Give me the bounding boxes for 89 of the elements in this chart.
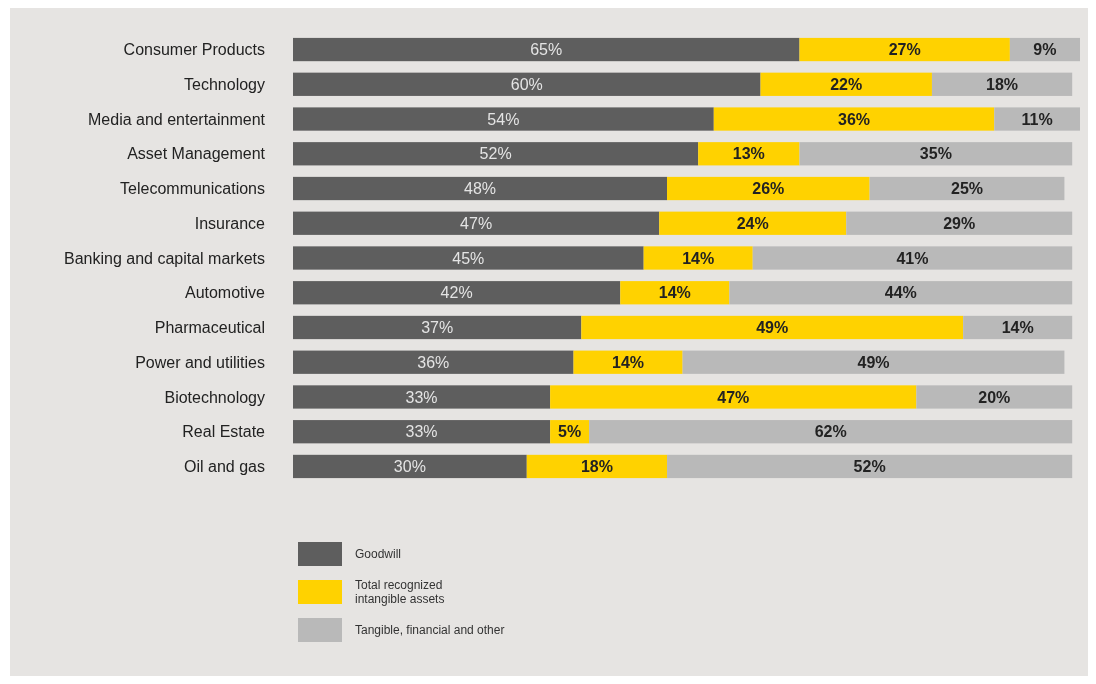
bar <box>526 454 668 479</box>
data-label: 41% <box>896 249 929 267</box>
legend-label: Total recognized intangible assets <box>355 578 445 606</box>
legend-label: Tangible, financial and other <box>355 623 505 638</box>
bar <box>293 281 621 305</box>
bar <box>659 211 847 235</box>
bar <box>667 176 870 201</box>
bar <box>729 281 1073 305</box>
bar <box>293 350 574 374</box>
data-label: 30% <box>393 458 426 476</box>
data-label: 49% <box>857 353 890 371</box>
bar <box>994 107 1080 131</box>
data-label: 24% <box>736 214 769 232</box>
data-label: 35% <box>919 145 952 163</box>
bar <box>799 37 1010 62</box>
y-tick-label: Oil and gas <box>184 458 265 476</box>
data-label: 52% <box>853 458 886 476</box>
y-tick-label: Biotechnology <box>164 388 265 406</box>
data-label: 9% <box>1033 41 1057 59</box>
data-label: 25% <box>951 180 984 198</box>
y-tick-label: Pharmaceutical <box>154 319 265 337</box>
data-label: 47% <box>460 214 493 232</box>
y-tick-label: Real Estate <box>182 423 266 441</box>
bar <box>293 246 644 270</box>
data-label: 11% <box>1021 110 1053 128</box>
data-label: 18% <box>580 458 613 476</box>
data-label: 18% <box>986 75 1019 93</box>
data-label: 5% <box>558 423 582 441</box>
bar <box>799 142 1073 166</box>
y-tick-label: Power and utilities <box>135 353 265 371</box>
bar <box>293 107 714 131</box>
y-tick-label: Consumer Products <box>123 41 265 59</box>
bar <box>682 350 1065 374</box>
data-label: 14% <box>612 353 645 371</box>
bar <box>667 454 1073 479</box>
data-label: 48% <box>463 180 497 198</box>
data-label: 52% <box>479 145 512 163</box>
bar <box>293 454 527 479</box>
bar <box>931 72 1073 96</box>
bar <box>293 72 761 96</box>
data-label: 49% <box>756 319 789 337</box>
data-label: 29% <box>943 214 976 232</box>
data-label: 37% <box>421 319 454 337</box>
data-label: 36% <box>838 110 871 128</box>
bar <box>293 420 551 444</box>
data-label: 60% <box>510 75 543 93</box>
legend-label: Goodwill <box>355 547 402 562</box>
data-label: 33% <box>405 423 438 441</box>
data-label: 47% <box>717 388 750 406</box>
bar <box>293 142 699 166</box>
y-tick-label: Insurance <box>194 214 266 232</box>
bar <box>293 176 668 201</box>
bar <box>573 350 683 374</box>
y-tick-label: Asset Management <box>127 145 266 163</box>
data-label: 62% <box>814 423 847 441</box>
bar <box>293 315 582 340</box>
data-label: 65% <box>530 41 563 59</box>
y-tick-label: Banking and capital markets <box>64 249 265 267</box>
bar <box>643 246 753 270</box>
data-label: 42% <box>440 284 473 302</box>
y-tick-label: Telecommunications <box>120 180 265 198</box>
data-label: 27% <box>888 41 921 59</box>
data-label: 44% <box>884 284 917 302</box>
bar <box>550 385 917 409</box>
bar <box>713 107 995 131</box>
data-label: 14% <box>658 284 691 302</box>
y-tick-label: Automotive <box>184 284 266 302</box>
bar <box>846 211 1073 235</box>
data-label: 36% <box>417 353 450 371</box>
data-label: 14% <box>682 249 715 267</box>
bar <box>760 72 932 96</box>
data-label: 54% <box>487 110 520 128</box>
bar <box>293 211 660 235</box>
bar <box>869 176 1065 201</box>
data-label: 26% <box>752 180 785 198</box>
data-label: 20% <box>978 388 1011 406</box>
data-label: 13% <box>732 145 765 163</box>
data-label: 22% <box>830 75 863 93</box>
bar <box>293 385 551 409</box>
bar <box>916 385 1073 409</box>
y-tick-label: Technology <box>184 75 265 93</box>
data-label: 45% <box>452 249 485 267</box>
y-tick-label: Media and entertainment <box>88 110 266 128</box>
bar <box>589 420 1073 444</box>
bar <box>581 315 964 340</box>
bar <box>752 246 1073 270</box>
data-label: 14% <box>1001 319 1034 337</box>
data-label: 33% <box>405 388 438 406</box>
bar <box>293 37 800 62</box>
